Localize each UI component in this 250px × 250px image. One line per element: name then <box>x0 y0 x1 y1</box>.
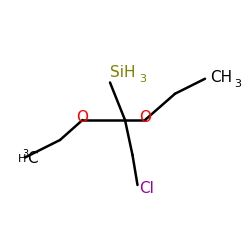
Text: Cl: Cl <box>139 181 154 196</box>
Text: H: H <box>18 154 26 164</box>
Text: 3: 3 <box>22 149 29 159</box>
Text: 3: 3 <box>234 79 241 89</box>
Text: O: O <box>139 110 151 125</box>
Text: C: C <box>28 151 38 166</box>
Text: O: O <box>76 110 88 125</box>
Text: CH: CH <box>210 70 232 85</box>
Text: SiH: SiH <box>110 65 136 80</box>
Text: 3: 3 <box>139 74 146 84</box>
